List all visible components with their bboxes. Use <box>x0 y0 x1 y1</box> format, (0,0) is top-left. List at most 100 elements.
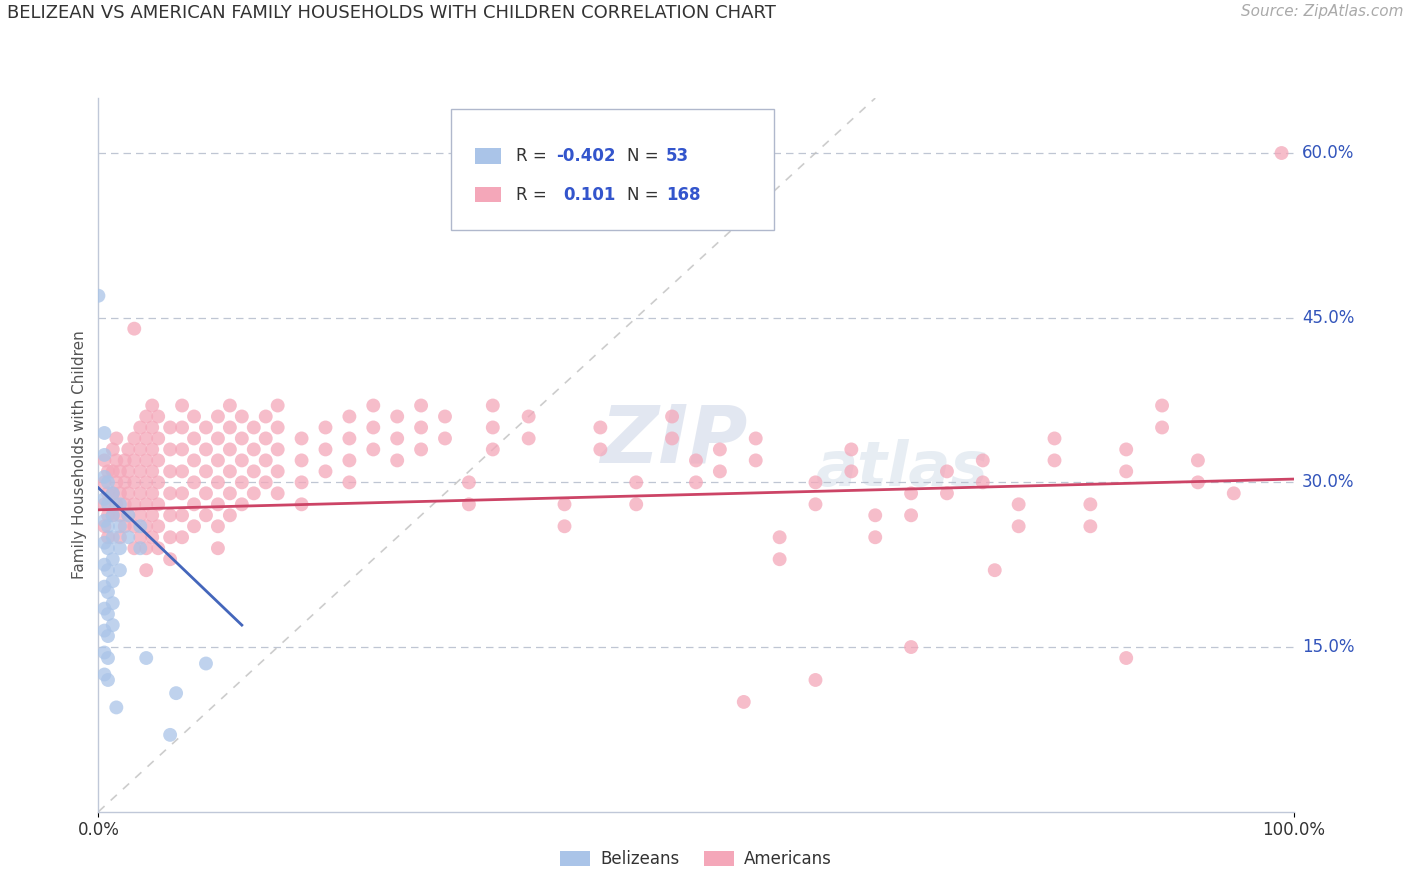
Point <box>1007 519 1029 533</box>
Point <box>685 453 707 467</box>
Point <box>101 596 124 610</box>
FancyBboxPatch shape <box>451 109 773 230</box>
Point <box>709 464 731 478</box>
Point <box>517 409 540 424</box>
Point <box>839 464 862 478</box>
Point <box>87 289 110 303</box>
Point <box>93 535 115 549</box>
Point <box>267 442 290 457</box>
Point <box>165 686 187 700</box>
Point <box>1150 399 1173 413</box>
Point <box>117 464 139 478</box>
Point <box>183 432 205 446</box>
Point <box>135 541 157 556</box>
Point <box>983 563 1005 577</box>
Point <box>108 508 131 523</box>
Point <box>93 491 115 506</box>
Point <box>93 646 115 660</box>
Y-axis label: Family Households with Children: Family Households with Children <box>72 331 87 579</box>
Point <box>148 475 170 490</box>
Point <box>183 519 205 533</box>
Point <box>141 530 163 544</box>
Point <box>97 563 120 577</box>
Point <box>661 432 683 446</box>
Point <box>101 464 124 478</box>
Point <box>101 530 124 544</box>
Point <box>97 673 120 687</box>
Point <box>172 464 194 478</box>
Point <box>124 432 146 446</box>
Point <box>97 651 120 665</box>
Point <box>97 486 120 500</box>
Text: 30.0%: 30.0% <box>1302 474 1354 491</box>
Point <box>363 442 385 457</box>
Point <box>207 541 229 556</box>
Point <box>900 640 922 654</box>
Text: R =: R = <box>516 186 551 203</box>
Point <box>267 420 290 434</box>
Point <box>863 508 886 523</box>
Point <box>243 486 266 500</box>
Point <box>363 399 385 413</box>
Point <box>129 420 152 434</box>
Point <box>97 508 120 523</box>
Point <box>481 399 505 413</box>
Point <box>124 475 146 490</box>
Point <box>315 420 337 434</box>
Point <box>363 420 385 434</box>
Point <box>231 497 253 511</box>
Point <box>661 409 683 424</box>
Point <box>207 432 229 446</box>
Point <box>135 453 157 467</box>
Point <box>554 497 576 511</box>
Point <box>135 432 157 446</box>
Point <box>135 409 157 424</box>
Text: -0.402: -0.402 <box>557 147 616 165</box>
Point <box>709 442 731 457</box>
Point <box>129 508 152 523</box>
Point <box>141 486 163 500</box>
Point <box>433 432 456 446</box>
Point <box>254 453 277 467</box>
Point <box>290 497 312 511</box>
Point <box>481 420 505 434</box>
Point <box>135 519 157 533</box>
Point <box>93 580 115 594</box>
Point <box>135 497 157 511</box>
Point <box>101 442 124 457</box>
Point <box>1115 651 1137 665</box>
Point <box>114 453 136 467</box>
Point <box>117 508 139 523</box>
Point <box>411 420 433 434</box>
Point <box>385 409 409 424</box>
Point <box>101 618 124 632</box>
Point <box>231 453 253 467</box>
Point <box>93 453 115 467</box>
Point <box>745 453 768 467</box>
Point <box>105 432 128 446</box>
Point <box>172 399 194 413</box>
Point <box>159 728 181 742</box>
Text: 0.101: 0.101 <box>564 186 616 203</box>
Point <box>97 629 120 643</box>
Point <box>129 541 152 556</box>
Point <box>108 541 131 556</box>
Point <box>219 442 242 457</box>
Text: N =: N = <box>627 186 664 203</box>
Point <box>337 432 360 446</box>
FancyBboxPatch shape <box>475 186 501 202</box>
Point <box>194 657 217 671</box>
Point <box>159 552 181 566</box>
Point <box>624 475 647 490</box>
Point <box>733 695 755 709</box>
Point <box>114 519 136 533</box>
Point <box>159 442 181 457</box>
Point <box>101 574 124 589</box>
Point <box>745 432 768 446</box>
Text: 45.0%: 45.0% <box>1302 309 1354 326</box>
Point <box>141 508 163 523</box>
Point <box>589 442 612 457</box>
Point <box>337 475 360 490</box>
Point <box>124 541 146 556</box>
Point <box>108 486 131 500</box>
